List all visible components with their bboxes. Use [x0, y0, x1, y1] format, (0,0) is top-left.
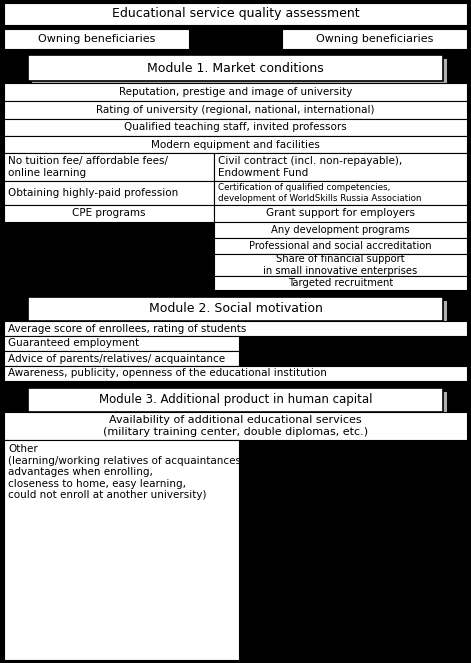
- Text: Educational service quality assessment: Educational service quality assessment: [112, 7, 359, 21]
- Text: Certification of qualified competencies,
development of WorldSkills Russia Assoc: Certification of qualified competencies,…: [218, 183, 422, 203]
- Bar: [4, 29, 189, 49]
- Bar: [32, 392, 447, 416]
- Text: CPE programs: CPE programs: [72, 208, 146, 219]
- Bar: [214, 238, 467, 254]
- Bar: [214, 222, 467, 238]
- Bar: [214, 205, 467, 222]
- Text: Share of financial support
in small innovative enterprises: Share of financial support in small inno…: [263, 254, 418, 276]
- Text: Reputation, prestige and image of university: Reputation, prestige and image of univer…: [119, 87, 352, 97]
- Bar: [4, 101, 467, 119]
- Text: Module 1. Market conditions: Module 1. Market conditions: [147, 62, 324, 74]
- Bar: [28, 297, 443, 321]
- Text: Module 2. Social motivation: Module 2. Social motivation: [148, 302, 323, 316]
- Bar: [32, 59, 447, 85]
- Bar: [4, 181, 214, 205]
- Bar: [4, 336, 239, 351]
- Bar: [28, 55, 443, 81]
- Text: Other
(learning/working relatives of acquaintances,
advantages when enrolling,
c: Other (learning/working relatives of acq…: [8, 444, 244, 501]
- Bar: [4, 321, 467, 336]
- Bar: [4, 440, 239, 660]
- Text: Module 3. Additional product in human capital: Module 3. Additional product in human ca…: [99, 394, 372, 406]
- Text: Guaranteed employment: Guaranteed employment: [8, 339, 139, 349]
- Bar: [4, 205, 214, 222]
- Bar: [4, 119, 467, 136]
- Text: Qualified teaching staff, invited professors: Qualified teaching staff, invited profes…: [124, 123, 347, 133]
- Text: Owning beneficiaries: Owning beneficiaries: [38, 34, 155, 44]
- Bar: [32, 301, 447, 325]
- Text: Average score of enrollees, rating of students: Average score of enrollees, rating of st…: [8, 324, 246, 333]
- Text: Any development programs: Any development programs: [271, 225, 410, 235]
- Bar: [4, 412, 467, 440]
- Bar: [214, 254, 467, 276]
- Text: Availability of additional educational services
(military training center, doubl: Availability of additional educational s…: [103, 415, 368, 437]
- Text: Obtaining highly-paid profession: Obtaining highly-paid profession: [8, 188, 178, 198]
- Bar: [214, 153, 467, 181]
- Text: Modern equipment and facilities: Modern equipment and facilities: [151, 139, 320, 149]
- Text: Advice of parents/relatives/ acquaintance: Advice of parents/relatives/ acquaintanc…: [8, 353, 225, 363]
- Bar: [28, 388, 443, 412]
- Text: Targeted recruitment: Targeted recruitment: [288, 278, 393, 288]
- Bar: [214, 276, 467, 290]
- Bar: [4, 3, 467, 25]
- Bar: [214, 181, 467, 205]
- Bar: [4, 366, 467, 381]
- Text: Professional and social accreditation: Professional and social accreditation: [249, 241, 432, 251]
- Bar: [4, 153, 214, 181]
- Text: Awareness, publicity, openness of the educational institution: Awareness, publicity, openness of the ed…: [8, 369, 327, 379]
- Text: Owning beneficiaries: Owning beneficiaries: [316, 34, 433, 44]
- Bar: [4, 136, 467, 153]
- Bar: [4, 83, 467, 101]
- Bar: [4, 351, 239, 366]
- Text: Rating of university (regional, national, international): Rating of university (regional, national…: [96, 105, 375, 115]
- Text: Civil contract (incl. non-repayable),
Endowment Fund: Civil contract (incl. non-repayable), En…: [218, 156, 402, 178]
- Text: No tuition fee/ affordable fees/
online learning: No tuition fee/ affordable fees/ online …: [8, 156, 168, 178]
- Bar: [282, 29, 467, 49]
- Text: Grant support for employers: Grant support for employers: [266, 208, 415, 219]
